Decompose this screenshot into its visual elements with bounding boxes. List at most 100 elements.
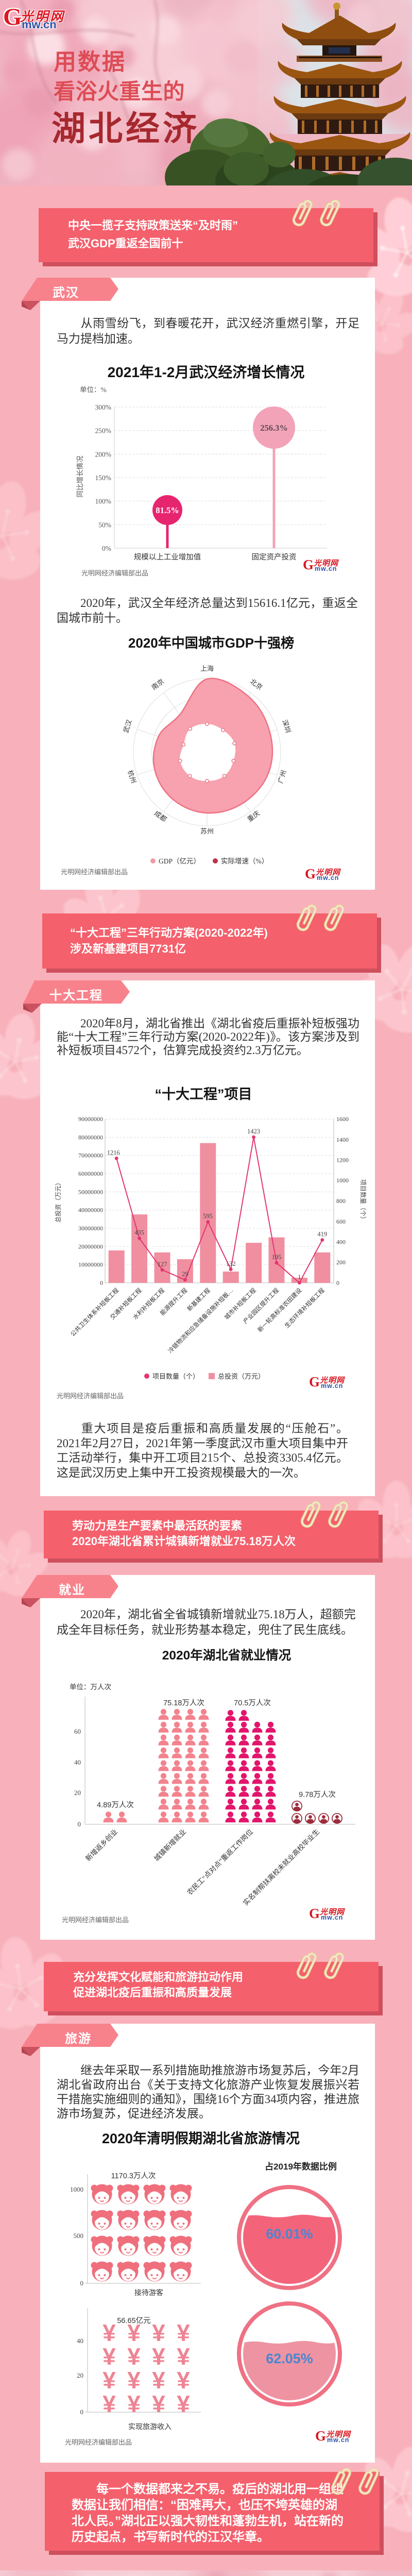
svg-text:新基建工程: 新基建工程 [185,1286,212,1313]
svg-text:实际增速（%）: 实际增速（%） [221,857,268,865]
svg-text:¥: ¥ [177,2319,190,2346]
svg-text:南京: 南京 [150,677,165,691]
svg-text:80000000: 80000000 [78,1133,103,1141]
svg-text:20: 20 [74,1789,81,1797]
svg-text:0: 0 [100,1279,103,1286]
svg-text:项目数量（个）: 项目数量（个） [359,1179,367,1223]
svg-text:0: 0 [336,1279,339,1286]
svg-text:¥: ¥ [127,2343,141,2370]
svg-text:40: 40 [77,2337,83,2345]
svg-text:苏州: 苏州 [200,827,214,835]
svg-text:81.5%: 81.5% [156,505,179,515]
svg-text:深圳: 深圳 [281,719,292,734]
svg-text:1423: 1423 [247,1128,260,1135]
svg-text:¥: ¥ [177,2343,190,2370]
svg-text:0%: 0% [102,545,111,552]
svg-text:800: 800 [336,1197,346,1205]
svg-text:256.3%: 256.3% [260,423,288,433]
svg-text:GDP（亿元）: GDP（亿元） [159,857,200,865]
svg-text:60.01%: 60.01% [266,2226,313,2242]
svg-text:419: 419 [317,1231,327,1238]
svg-text:250%: 250% [95,427,112,435]
svg-text:上海: 上海 [200,665,214,672]
svg-text:400: 400 [336,1239,346,1246]
svg-text:成都: 成都 [153,809,168,823]
svg-text:重庆: 重庆 [246,809,261,823]
svg-text:¥: ¥ [152,2391,165,2417]
svg-text:实现旅游收入: 实现旅游收入 [128,2423,171,2431]
svg-text:40: 40 [74,1758,81,1766]
svg-text:城镇新增就业: 城镇新增就业 [152,1828,187,1863]
svg-text:项目数量（个）: 项目数量（个） [152,1372,199,1380]
svg-text:100%: 100% [95,498,112,505]
svg-text:¥: ¥ [127,2367,141,2394]
svg-text:595: 595 [203,1213,213,1220]
svg-text:1: 1 [298,1274,301,1281]
svg-text:总投资（万元）: 总投资（万元） [54,1179,62,1223]
svg-text:同比增长情况: 同比增长情况 [76,455,84,497]
svg-text:56.65亿元: 56.65亿元 [117,2316,150,2325]
svg-text:62.05%: 62.05% [266,2351,313,2366]
svg-text:实名制帮扶离校未就业高校毕业生: 实名制帮扶离校未就业高校毕业生 [242,1827,321,1907]
svg-text:新增返乡创业: 新增返乡创业 [84,1828,119,1863]
svg-text:1000: 1000 [336,1177,349,1184]
svg-text:20000000: 20000000 [78,1243,103,1250]
svg-text:195: 195 [272,1253,282,1261]
svg-text:150%: 150% [95,474,112,482]
svg-text:占2019年数据比例: 占2019年数据比例 [265,2161,337,2172]
svg-text:生态环境补短板工程: 生态环境补短板工程 [283,1286,326,1329]
svg-text:40000000: 40000000 [78,1207,103,1214]
svg-text:¥: ¥ [102,2391,116,2417]
svg-text:¥: ¥ [102,2367,116,2394]
svg-text:¥: ¥ [127,2391,141,2417]
svg-text:¥: ¥ [177,2391,190,2417]
svg-text:4.89万人次: 4.89万人次 [97,1801,134,1809]
svg-text:¥: ¥ [152,2319,165,2346]
svg-text:0: 0 [78,1820,81,1828]
svg-text:9.78万人次: 9.78万人次 [299,1790,336,1799]
svg-text:1200: 1200 [336,1157,349,1164]
svg-text:20: 20 [77,2371,83,2379]
svg-text:¥: ¥ [102,2343,116,2370]
svg-text:农民工“点对点”重返工作岗位: 农民工“点对点”重返工作岗位 [185,1828,254,1897]
svg-text:1170.3万人次: 1170.3万人次 [111,2172,156,2180]
svg-text:127: 127 [158,1261,167,1268]
svg-text:300%: 300% [95,403,112,411]
svg-text:固定资产投资: 固定资产投资 [252,553,297,562]
svg-text:¥: ¥ [102,2319,116,2346]
svg-text:70.5万人次: 70.5万人次 [234,1699,271,1707]
svg-text:10000000: 10000000 [78,1261,103,1268]
svg-text:武汉: 武汉 [122,719,133,734]
svg-text:总投资（万元）: 总投资（万元） [218,1372,265,1380]
svg-text:0: 0 [80,2408,84,2416]
svg-text:¥: ¥ [152,2367,165,2394]
svg-text:新一轮高标准农田建设: 新一轮高标准农田建设 [256,1286,303,1334]
svg-text:60000000: 60000000 [78,1170,103,1177]
svg-text:75.18万人次: 75.18万人次 [163,1699,204,1707]
svg-text:70000000: 70000000 [78,1152,103,1159]
svg-text:1600: 1600 [336,1115,349,1123]
svg-text:90000000: 90000000 [78,1115,103,1123]
svg-text:30000000: 30000000 [78,1225,103,1232]
svg-text:600: 600 [336,1218,346,1225]
svg-text:0: 0 [80,2279,84,2287]
svg-text:435: 435 [134,1229,144,1236]
svg-text:200: 200 [336,1259,346,1266]
svg-text:北京: 北京 [249,677,264,691]
svg-text:规模以上工业增加值: 规模以上工业增加值 [134,553,201,562]
svg-text:500: 500 [74,2232,84,2240]
svg-text:200%: 200% [95,450,112,458]
svg-text:1216: 1216 [107,1149,120,1156]
svg-text:50000000: 50000000 [78,1188,103,1195]
svg-text:¥: ¥ [152,2343,165,2370]
svg-text:接待游客: 接待游客 [134,2289,163,2297]
svg-text:1400: 1400 [336,1136,349,1143]
svg-text:50%: 50% [98,521,111,529]
svg-text:单位：%: 单位：% [80,386,107,394]
svg-text:公共卫生体系补短板工程: 公共卫生体系补短板工程 [69,1286,121,1338]
svg-text:60: 60 [74,1727,81,1735]
svg-text:¥: ¥ [177,2367,190,2394]
svg-text:1000: 1000 [70,2185,83,2193]
svg-text:¥: ¥ [127,2319,141,2346]
svg-text:132: 132 [226,1260,236,1267]
